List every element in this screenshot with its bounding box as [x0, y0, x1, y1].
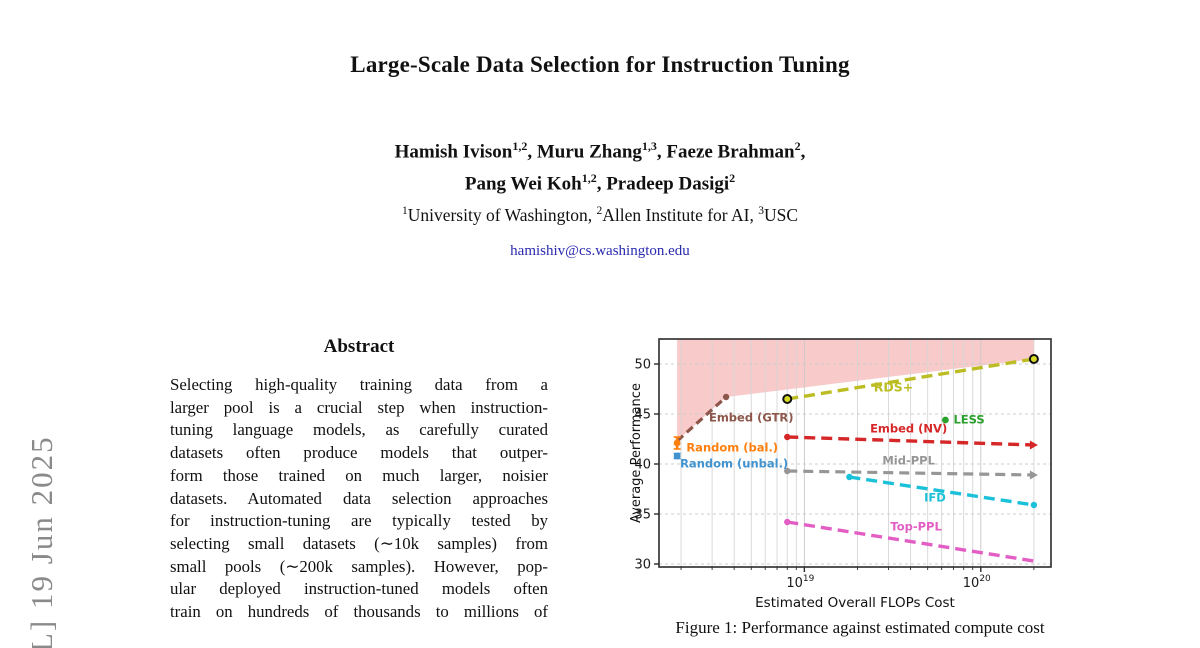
y-tick-label: 45: [634, 408, 651, 423]
y-tick-label: 35: [634, 508, 651, 523]
abstract-line: larger pool is a crucial step when instr…: [170, 397, 548, 417]
series-label: LESS: [953, 413, 984, 427]
abstract-line: tuning language models, as carefully cur…: [170, 420, 548, 440]
abstract-column: Abstract Selecting high-quality training…: [170, 336, 548, 624]
series-label: Embed (GTR): [709, 411, 794, 425]
y-tick-label: 40: [634, 458, 651, 473]
y-axis-label: Average Performance: [629, 383, 644, 523]
series-label: Top-PPL: [890, 520, 942, 534]
figure-caption: Figure 1: Performance against estimated …: [675, 618, 1045, 637]
series-line-embed-gtr-: [676, 395, 728, 443]
abstract-heading: Abstract: [323, 336, 395, 357]
abstract-line: train on hundreds of thousands to millio…: [170, 602, 548, 622]
series-label: Embed (NV): [870, 422, 947, 436]
series-label: Random (bal.): [686, 441, 778, 455]
series-line-embed-nv-: [787, 435, 1034, 447]
series-line-rds-: [786, 357, 1035, 401]
abstract-line: datasets often produce models that outpe…: [170, 443, 548, 463]
figure-1-chart: Embed (GTR) RDS+ Embed (NV) Mid-PPL IFD Top-P…: [629, 338, 1052, 611]
scatter-point-less: [941, 416, 949, 424]
abstract-line: Selecting high-quality training data fro…: [170, 375, 548, 394]
series-line-mid-ppl: [787, 469, 1034, 477]
scatter-point-random-unbal-: [673, 452, 681, 460]
abstract-line: form those trained on much larger, noisi…: [170, 465, 548, 485]
y-tick-label: 30: [634, 558, 651, 573]
scatter-point-random-bal-: [673, 439, 681, 447]
author-line-2: Pang Wei Koh1,2, Pradeep Dasigi2: [464, 171, 736, 195]
abstract-body: Selecting high-quality training data fro…: [170, 374, 548, 624]
abstract-line: datasets. Automated data selection appro…: [170, 488, 548, 508]
series-label: Random (unbal.): [680, 457, 788, 471]
author-block: Hamish Ivison1,2, Muru Zhang1,3, Faeze B…: [0, 133, 1200, 260]
series-label: Mid-PPL: [882, 454, 935, 468]
abstract-line: small pools (∼200k samples). However, po…: [170, 556, 548, 576]
pareto-shaded-region: [677, 339, 1034, 441]
series-label: RDS+: [874, 380, 913, 395]
arxiv-watermark: L] 19 Jun 2025: [24, 435, 59, 648]
y-tick-label: 50: [634, 358, 651, 373]
x-tick-label: 1020: [963, 574, 991, 591]
author-line-1: Hamish Ivison1,2, Muru Zhang1,3, Faeze B…: [394, 139, 806, 163]
series-label: IFD: [924, 491, 946, 505]
x-axis-label: Estimated Overall FLOPs Cost: [755, 595, 955, 611]
author-email-link[interactable]: hamishiv@cs.washington.edu: [510, 243, 690, 260]
x-tick-label: 1019: [786, 574, 814, 591]
series-line-top-ppl: [786, 520, 1035, 563]
abstract-line: selecting small datasets (∼10k samples) …: [170, 533, 548, 553]
abstract-line: for instruction-tuning are typically tes…: [170, 511, 548, 531]
abstract-line: ular deployed instruction-tuned models o…: [170, 579, 548, 599]
series-line-ifd: [849, 475, 1035, 507]
affiliation-line: 1University of Washington, 2Allen Instit…: [401, 204, 799, 225]
paper-title: Large-Scale Data Selection for Instructi…: [350, 52, 850, 77]
